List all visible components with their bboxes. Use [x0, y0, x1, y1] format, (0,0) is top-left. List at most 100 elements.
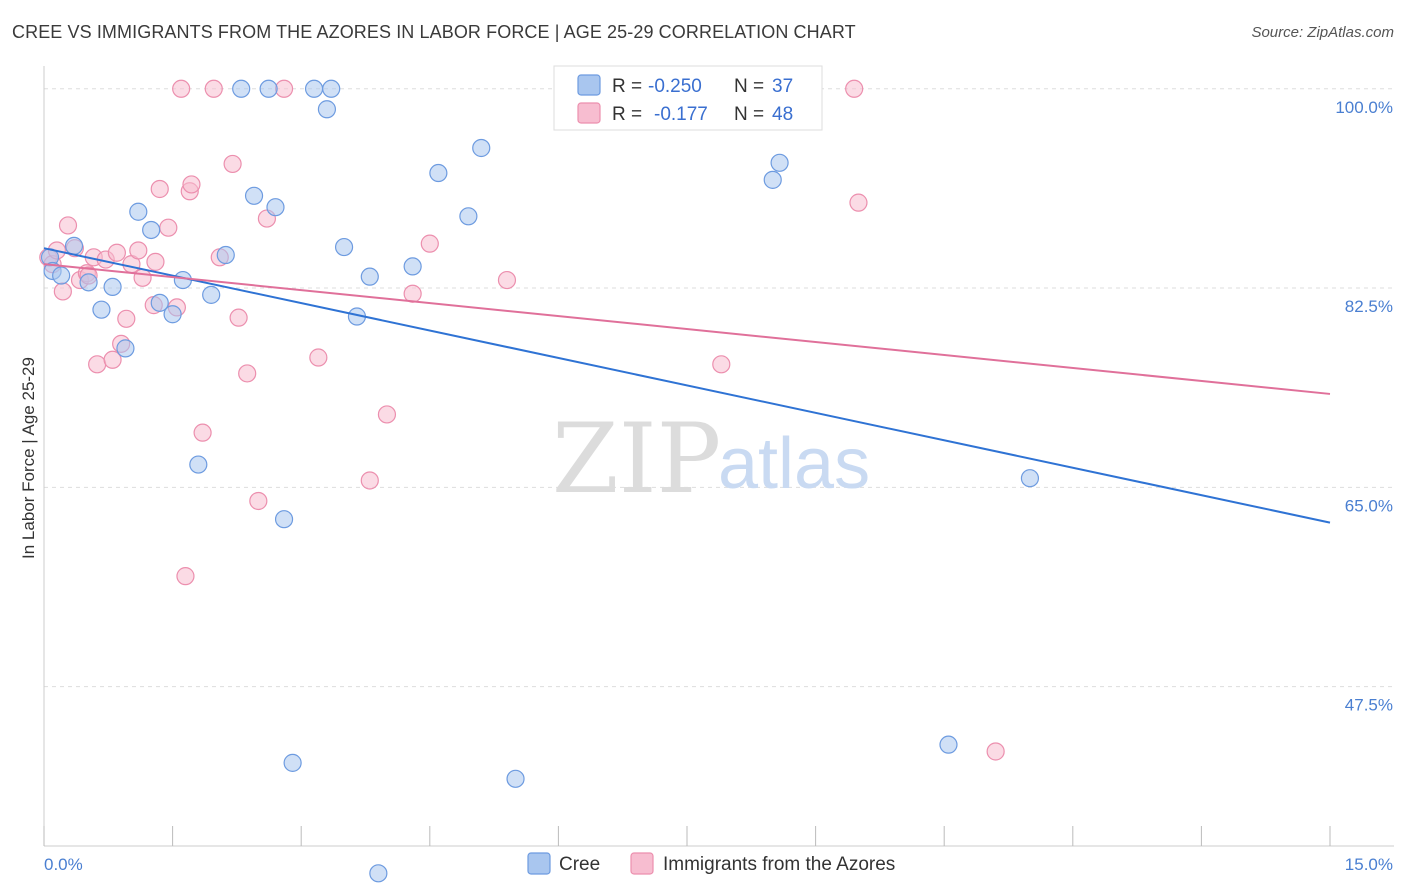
legend-r-value-azores: -0.177: [654, 104, 708, 125]
azores-point: [146, 252, 165, 271]
y-tick-labels: 47.5% 65.0% 82.5% 100.0%: [1335, 98, 1393, 715]
cree-point: [506, 769, 525, 788]
azores-point: [107, 243, 126, 262]
cree-point: [459, 207, 478, 226]
cree-point: [64, 236, 84, 256]
y-tick-label: 47.5%: [1345, 696, 1393, 715]
azores-point: [193, 423, 212, 442]
bottom-legend-label-cree: Cree: [559, 854, 600, 875]
cree-point: [304, 79, 324, 98]
cree-trend-line: [43, 247, 1331, 524]
cree-point: [266, 198, 285, 217]
azores-point: [229, 308, 248, 327]
azores-point: [377, 405, 397, 424]
bottom-legend-swatch-azores: [630, 852, 654, 875]
azores-point: [274, 79, 294, 98]
cree-point: [129, 202, 148, 221]
legend-r-label-cree: R =: [612, 76, 642, 97]
cree-point: [322, 79, 341, 98]
cree-point: [142, 220, 161, 240]
bottom-legend: Cree Immigrants from the Azores: [527, 852, 895, 875]
legend-swatch-azores: [577, 102, 601, 124]
azores-point: [497, 270, 517, 290]
x-tick-labels: 0.0% 15.0%: [44, 855, 1393, 874]
azores-point: [150, 179, 169, 199]
gridlines: [44, 88, 1394, 688]
cree-point: [52, 266, 71, 285]
azores-point: [133, 268, 152, 287]
cree-point: [244, 186, 264, 205]
azores-point: [309, 348, 328, 367]
cree-point: [259, 79, 278, 98]
x-tick-label: 0.0%: [44, 855, 83, 874]
azores-point: [845, 79, 864, 98]
cree-point: [92, 300, 111, 319]
azores-point: [223, 154, 242, 174]
cree-point: [79, 273, 98, 292]
cree-point: [232, 79, 251, 98]
azores-point: [360, 471, 379, 490]
azores-point: [129, 241, 148, 260]
cree-point: [189, 455, 208, 474]
cree-point: [1020, 469, 1040, 488]
watermark: ZIP atlas: [552, 403, 870, 515]
azores-point: [403, 284, 422, 303]
cree-point: [334, 237, 354, 257]
legend-swatch-cree: [577, 74, 601, 96]
azores-trend-line: [43, 263, 1331, 395]
azores-point: [53, 282, 72, 301]
cree-point: [763, 170, 782, 189]
legend-r-value-cree: -0.250: [648, 76, 702, 97]
legend-n-label-cree: N =: [734, 76, 764, 97]
azores-point: [249, 491, 268, 511]
y-tick-label: 65.0%: [1345, 496, 1393, 515]
series-cree-points: [40, 79, 1040, 883]
azores-point: [986, 742, 1005, 761]
legend-r-label-azores: R =: [612, 104, 642, 125]
source-credit: Source: ZipAtlas.com: [1251, 24, 1394, 41]
azores-point: [103, 350, 122, 369]
azores-point: [176, 567, 195, 586]
azores-point: [88, 355, 107, 374]
cree-point: [274, 510, 294, 529]
azores-point: [182, 175, 201, 194]
trend-lines: [43, 247, 1331, 524]
cree-point: [150, 293, 169, 312]
cree-point: [770, 153, 789, 172]
cree-point: [317, 100, 337, 119]
cree-point: [369, 864, 388, 883]
series-azores-points: [39, 79, 1005, 761]
cree-point: [103, 277, 122, 297]
azores-point: [204, 79, 223, 98]
azores-point: [117, 309, 136, 328]
cree-point: [163, 305, 182, 324]
axes: [43, 66, 1394, 847]
azores-point: [58, 216, 78, 235]
cree-point: [939, 735, 958, 754]
legend-n-value-cree: 37: [772, 76, 793, 97]
cree-point: [116, 339, 135, 358]
y-tick-label: 100.0%: [1335, 98, 1393, 117]
chart-title: CREE VS IMMIGRANTS FROM THE AZORES IN LA…: [12, 22, 856, 42]
cree-point: [360, 267, 379, 286]
watermark-zip: ZIP: [552, 403, 721, 515]
cree-point: [472, 138, 491, 158]
x-tick-label: 15.0%: [1345, 855, 1393, 874]
cree-point: [403, 257, 422, 276]
azores-point: [159, 218, 178, 237]
watermark-atlas: atlas: [718, 424, 870, 504]
cree-point: [202, 285, 221, 304]
legend-box: R = -0.250 N = 37 R = -0.177 N = 48: [553, 65, 823, 131]
y-tick-label: 82.5%: [1345, 297, 1393, 316]
cree-point: [429, 163, 448, 183]
y-axis-label: In Labor Force | Age 25-29: [19, 357, 38, 559]
azores-point: [420, 234, 439, 253]
legend-n-label-azores: N =: [734, 104, 764, 125]
legend-n-value-azores: 48: [772, 104, 793, 125]
azores-point: [712, 355, 731, 374]
azores-point: [849, 193, 868, 212]
cree-point: [216, 245, 235, 265]
azores-point: [172, 79, 191, 98]
bottom-legend-label-azores: Immigrants from the Azores: [663, 854, 895, 875]
